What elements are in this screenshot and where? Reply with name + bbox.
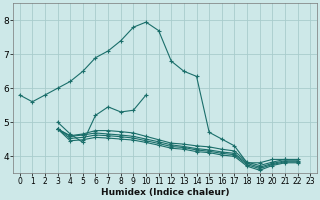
X-axis label: Humidex (Indice chaleur): Humidex (Indice chaleur) [101, 188, 229, 197]
